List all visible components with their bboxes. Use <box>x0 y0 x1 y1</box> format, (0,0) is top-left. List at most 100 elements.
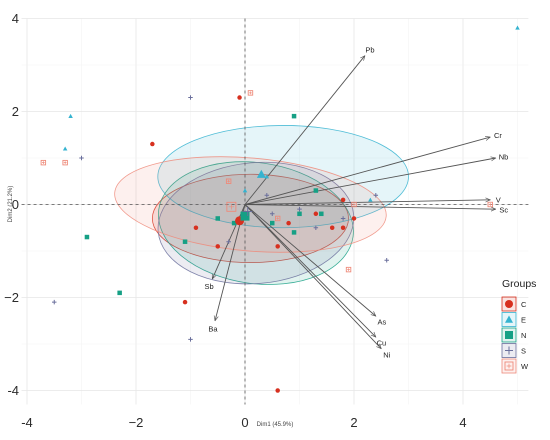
arrow-cr <box>244 137 490 205</box>
arrow-as <box>244 204 376 317</box>
point-w-inner <box>63 161 67 164</box>
point-s <box>313 225 319 230</box>
point-s <box>264 192 270 198</box>
centroid-e <box>256 169 266 178</box>
ellipse-c <box>151 173 349 264</box>
point-w <box>345 266 352 273</box>
point-w-inner <box>488 203 492 206</box>
y-axis-label: Dim2 (21.2%) <box>8 186 14 223</box>
point-e <box>368 197 373 202</box>
point-w <box>247 90 254 96</box>
point-s <box>297 206 302 212</box>
x-tick-label: -4 <box>21 415 33 430</box>
y-tick-label: 2 <box>12 104 19 119</box>
x-axis-label: Dim1 (45.9%) <box>257 422 294 428</box>
legend-label-s: S <box>521 347 526 356</box>
point-c <box>275 388 280 393</box>
legend-label-e: E <box>521 316 526 325</box>
arrow-label-pb: Pb <box>365 45 374 54</box>
legend-icon-e <box>505 315 513 323</box>
legend-icon-w-inner <box>506 363 512 369</box>
point-c <box>286 220 291 226</box>
x-tick-label: 2 <box>350 415 357 430</box>
point-c <box>313 211 319 217</box>
legend-icon-n <box>505 331 513 339</box>
centroid-s <box>243 206 253 216</box>
arrow-label-ni: Ni <box>383 350 390 359</box>
point-c <box>182 299 188 305</box>
point-s <box>226 239 231 244</box>
centroid-w-inner <box>228 204 235 210</box>
point-e <box>515 25 520 30</box>
arrow-label-v: V <box>496 196 501 205</box>
point-s <box>373 192 379 198</box>
point-s <box>52 299 57 305</box>
point-n <box>182 239 188 244</box>
point-c <box>275 244 280 249</box>
arrow-ni <box>244 204 381 349</box>
legend-label-w: W <box>521 362 529 371</box>
point-c <box>351 216 357 221</box>
point-n <box>313 188 319 193</box>
point-n <box>117 290 122 296</box>
point-s <box>188 337 193 342</box>
point-c <box>193 225 199 230</box>
point-w-inner <box>42 161 45 164</box>
arrow-label-nb: Nb <box>499 153 509 162</box>
point-w <box>62 159 68 166</box>
legend-icon-s <box>505 346 513 355</box>
arrow-label-as: As <box>378 317 387 326</box>
point-n <box>297 211 302 217</box>
point-w-inner <box>276 217 280 220</box>
arrow-pb <box>244 56 365 205</box>
point-w <box>40 159 47 166</box>
point-e <box>264 174 270 179</box>
arrow-label-sb: Sb <box>204 282 213 291</box>
point-w-inner <box>347 268 350 271</box>
point-s <box>384 258 389 263</box>
point-n <box>291 230 297 235</box>
arrow-label-cr: Cr <box>494 131 502 140</box>
point-n <box>270 220 275 226</box>
point-s <box>270 211 275 217</box>
centroid-n <box>240 211 250 221</box>
point-e <box>62 146 68 151</box>
point-e <box>68 113 73 118</box>
point-s <box>188 95 193 100</box>
arrow-label-sc: Sc <box>499 205 508 214</box>
arrow-label-cu: Cu <box>377 339 387 348</box>
arrow-label-ba: Ba <box>208 324 218 333</box>
point-c <box>150 141 155 147</box>
point-n <box>231 220 237 226</box>
ellipse-n <box>157 161 354 285</box>
x-tick-label: 0 <box>241 415 248 430</box>
point-n <box>291 113 297 119</box>
point-c <box>329 225 335 230</box>
point-w-inner <box>352 203 356 206</box>
centroid-w <box>226 201 237 212</box>
point-w-inner <box>249 91 252 95</box>
x-tick-label: 4 <box>459 415 466 430</box>
y-tick-label: −2 <box>4 290 19 305</box>
point-w <box>225 178 232 184</box>
y-tick-label: 4 <box>12 11 19 26</box>
x-tick-label: −2 <box>129 415 144 430</box>
legend-icon-c <box>505 300 513 308</box>
point-n <box>84 234 90 240</box>
arrow-sc <box>244 204 496 210</box>
arrow-v <box>244 200 490 205</box>
arrow-cu <box>244 204 376 338</box>
legend-label-c: C <box>521 300 527 309</box>
point-c <box>215 244 220 249</box>
point-n <box>215 216 220 221</box>
y-tick-label: -4 <box>7 383 19 398</box>
point-e <box>242 188 248 193</box>
point-s <box>79 155 84 161</box>
legend-icon-w <box>504 361 514 371</box>
point-s <box>340 216 346 221</box>
data-points <box>40 25 520 393</box>
point-w <box>487 201 493 208</box>
point-c <box>340 225 346 230</box>
